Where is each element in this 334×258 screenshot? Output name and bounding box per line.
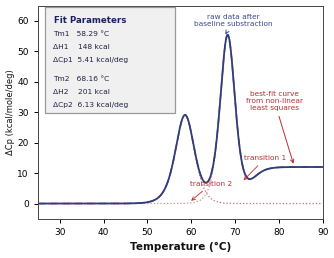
Text: Fit Parameters: Fit Parameters <box>53 16 126 25</box>
Y-axis label: ΔCp (kcal/mole/deg): ΔCp (kcal/mole/deg) <box>6 69 15 155</box>
Text: ΔH1    148 kcal: ΔH1 148 kcal <box>53 44 110 50</box>
Text: Tm1   58.29 °C: Tm1 58.29 °C <box>53 31 109 37</box>
Text: ΔCp2  6.13 kcal/deg: ΔCp2 6.13 kcal/deg <box>53 101 128 108</box>
Text: raw data after
baseline substraction: raw data after baseline substraction <box>194 14 272 34</box>
Text: Tm2   68.16 °C: Tm2 68.16 °C <box>53 76 109 82</box>
Text: ΔH2    201 kcal: ΔH2 201 kcal <box>53 89 110 95</box>
Text: transition 1: transition 1 <box>244 155 287 180</box>
Text: transition 2: transition 2 <box>190 181 232 200</box>
X-axis label: Temperature (°C): Temperature (°C) <box>130 242 231 252</box>
FancyBboxPatch shape <box>45 7 175 113</box>
Text: best-fit curve
from non-linear
least squares: best-fit curve from non-linear least squ… <box>246 91 303 163</box>
Text: ΔCp1  5.41 kcal/deg: ΔCp1 5.41 kcal/deg <box>53 57 128 63</box>
